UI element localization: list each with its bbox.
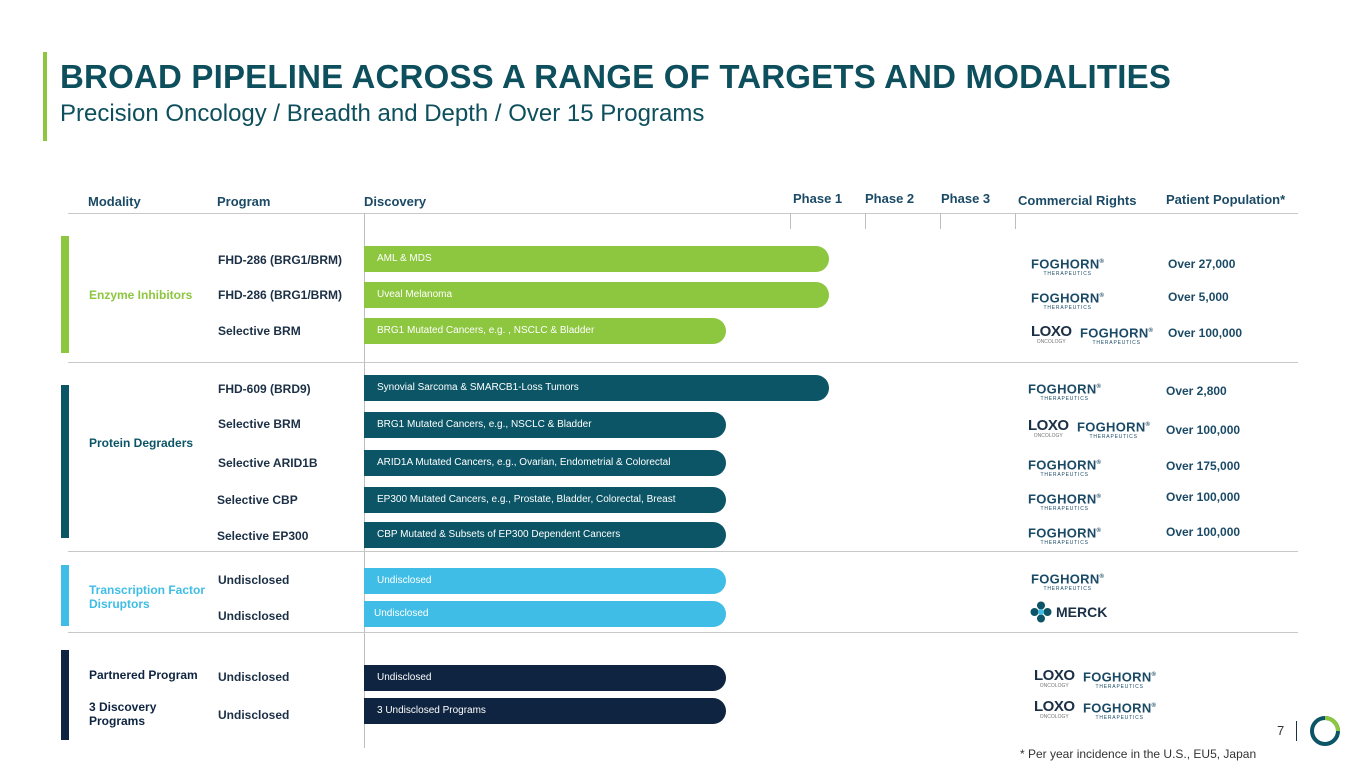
section-divider <box>68 632 1298 633</box>
foghorn-logo: FOGHORN® THERAPEUTICS <box>1028 491 1102 513</box>
pipeline-bar: 3 Undisclosed Programs <box>364 698 726 724</box>
page-subtitle: Precision Oncology / Breadth and Depth /… <box>60 100 705 127</box>
program-name: Selective CBP <box>217 493 298 507</box>
header-program: Program <box>217 194 271 209</box>
header-patient-population: Patient Population* <box>1166 192 1286 207</box>
patient-population: Over 27,000 <box>1168 257 1236 271</box>
protein-degraders-section-bar <box>61 385 69 538</box>
enzyme-inhibitors-section-bar <box>61 236 69 353</box>
pipeline-bar: ARID1A Mutated Cancers, e.g., Ovarian, E… <box>364 450 726 476</box>
modality-protein-degraders: Protein Degraders <box>89 436 194 450</box>
loxo-foghorn-logo: LOXO ONCOLOGY FOGHORN® THERAPEUTICS <box>1034 667 1157 691</box>
foghorn-logo: FOGHORN® THERAPEUTICS <box>1031 290 1105 312</box>
patient-population: Over 175,000 <box>1166 459 1241 473</box>
phase3-tick <box>940 213 941 229</box>
modality-discovery-programs: 3 Discovery Programs <box>89 700 157 728</box>
program-name: Selective BRM <box>218 324 301 338</box>
foghorn-logo: FOGHORN® THERAPEUTICS <box>1028 381 1102 403</box>
patient-population: Over 100,000 <box>1166 525 1241 539</box>
program-name: FHD-286 (BRG1/BRM) <box>218 253 343 267</box>
page-number: 7 <box>1277 723 1285 738</box>
page-title: BROAD PIPELINE ACROSS A RANGE OF TARGETS… <box>60 58 1172 95</box>
header-phase2: Phase 2 <box>865 191 915 206</box>
phase1-tick <box>790 213 791 229</box>
header-phase1: Phase 1 <box>793 191 843 206</box>
foghorn-logo: FOGHORN® THERAPEUTICS <box>1028 457 1102 479</box>
header-divider <box>68 213 1298 214</box>
program-name: Undisclosed <box>218 573 290 587</box>
patient-population: Over 100,000 <box>1166 490 1241 504</box>
pipeline-bar: BRG1 Mutated Cancers, e.g. , NSCLC & Bla… <box>364 318 726 344</box>
pipeline-bar: EP300 Mutated Cancers, e.g., Prostate, B… <box>364 487 726 513</box>
header-discovery: Discovery <box>364 194 427 209</box>
section-divider <box>68 551 1298 552</box>
pipeline-bar: AML & MDS <box>364 246 829 272</box>
pipeline-bar: Undisclosed <box>364 568 726 594</box>
program-name: FHD-609 (BRD9) <box>218 382 311 396</box>
pipeline-bar: Synovial Sarcoma & SMARCB1-Loss Tumors <box>364 375 829 401</box>
foghorn-logo: FOGHORN® THERAPEUTICS <box>1031 571 1105 593</box>
patient-population: Over 100,000 <box>1166 423 1241 437</box>
phase2-tick <box>865 213 866 229</box>
program-name: Undisclosed <box>218 609 290 623</box>
pipeline-bar: CBP Mutated & Subsets of EP300 Dependent… <box>364 522 726 548</box>
pipeline-bar: BRG1 Mutated Cancers, e.g., NSCLC & Blad… <box>364 412 726 438</box>
program-name: Undisclosed <box>218 670 290 684</box>
program-name: Selective BRM <box>218 417 301 431</box>
modality-transcription-factor-disruptors: Transcription Factor Disruptors <box>89 583 206 611</box>
header-phase3: Phase 3 <box>941 191 991 206</box>
phase3-end-tick <box>1015 213 1016 229</box>
patient-population: Over 5,000 <box>1168 290 1229 304</box>
transcription-factor-section-bar <box>61 565 69 626</box>
section-divider <box>68 362 1298 363</box>
merck-icon <box>1030 601 1052 623</box>
loxo-foghorn-logo: LOXO ONCOLOGY FOGHORN® THERAPEUTICS <box>1028 417 1151 441</box>
discovery-axis-line <box>364 213 365 748</box>
modality-partnered-program: Partnered Program <box>89 668 198 682</box>
loxo-foghorn-logo: LOXO ONCOLOGY FOGHORN® THERAPEUTICS <box>1034 698 1157 722</box>
foghorn-logo: FOGHORN® THERAPEUTICS <box>1031 256 1105 278</box>
program-name: Selective ARID1B <box>218 456 318 470</box>
page-number-divider <box>1296 721 1297 741</box>
program-name: Undisclosed <box>218 708 290 722</box>
header-modality: Modality <box>88 194 141 209</box>
program-name: FHD-286 (BRG1/BRM) <box>218 288 343 302</box>
foghorn-ring-icon <box>1310 716 1340 746</box>
foghorn-logo: FOGHORN® THERAPEUTICS <box>1028 525 1102 547</box>
merck-logo: MERCK <box>1030 601 1107 628</box>
footnote: * Per year incidence in the U.S., EU5, J… <box>1020 747 1257 761</box>
pipeline-bar: Undisclosed <box>364 601 726 627</box>
partnered-section-bar <box>61 650 69 740</box>
loxo-foghorn-logo: LOXO ONCOLOGY FOGHORN® THERAPEUTICS <box>1031 323 1154 347</box>
patient-population: Over 100,000 <box>1168 326 1243 340</box>
modality-enzyme-inhibitors: Enzyme Inhibitors <box>89 288 193 302</box>
pipeline-bar: Undisclosed <box>364 665 726 691</box>
program-name: Selective EP300 <box>217 529 309 543</box>
header-commercial-rights: Commercial Rights <box>1018 193 1137 208</box>
pipeline-bar: Uveal Melanoma <box>364 282 829 308</box>
title-accent-bar <box>43 52 47 141</box>
patient-population: Over 2,800 <box>1166 384 1227 398</box>
